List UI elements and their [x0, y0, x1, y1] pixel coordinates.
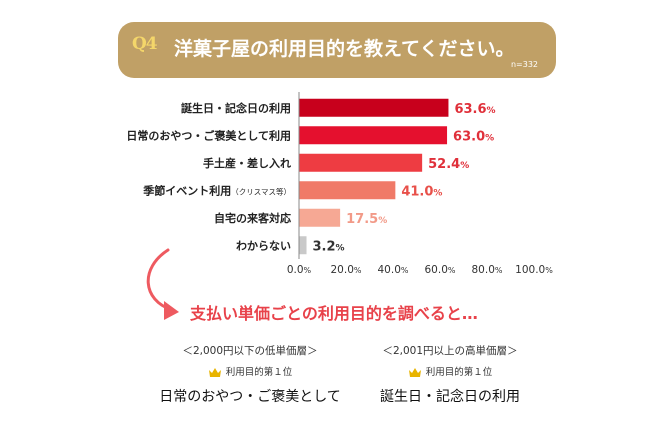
value-label: 17.5% — [346, 212, 387, 227]
segment-label: ＜2,000円以下の低単価層＞ — [182, 345, 318, 357]
category-note: （クリスマス等） — [231, 186, 291, 196]
rank-text: 利用目的第１位 — [225, 367, 293, 378]
bar — [299, 126, 448, 145]
crown-icon — [208, 368, 221, 377]
value-label: 63.0% — [453, 129, 494, 144]
question-banner: Q4 洋菓子屋の利用目的を教えてください。 n=332 — [118, 22, 556, 78]
segment-high-price: ＜2,001円以上の高単価層＞ 利用目的第１位 誕生日・記念日の利用 — [340, 343, 560, 406]
value-label: 52.4% — [428, 157, 469, 172]
bar — [299, 153, 423, 172]
question-number: Q4 — [132, 34, 158, 54]
bar — [299, 98, 449, 117]
segment-answer: 日常のおやつ・ご褒美として — [159, 389, 341, 405]
curved-arrow — [146, 248, 174, 312]
rank-label: 利用目的第１位 — [340, 364, 560, 378]
x-tick-unit: % — [448, 266, 456, 275]
value-label: 63.6% — [454, 102, 495, 117]
category-label: 手土産・差し入れ — [203, 156, 291, 170]
bar — [299, 208, 341, 227]
value-label: 41.0% — [401, 184, 442, 199]
x-tick-label: 40.0% — [378, 264, 409, 276]
value-unit: % — [485, 133, 494, 143]
x-tick-unit: % — [304, 266, 312, 275]
segment-low-price: ＜2,000円以下の低単価層＞ 利用目的第１位 日常のおやつ・ご褒美として — [140, 343, 360, 406]
segment-label: ＜2,001円以上の高単価層＞ — [382, 345, 518, 357]
value-unit: % — [433, 188, 442, 198]
x-tick-label: 80.0% — [472, 264, 503, 276]
x-tick-unit: % — [401, 266, 409, 275]
x-tick-label: 20.0% — [331, 264, 362, 276]
bar — [299, 181, 396, 200]
x-tick-unit: % — [545, 266, 553, 275]
category-label: 日常のおやつ・ご褒美として利用 — [126, 128, 291, 142]
x-tick-label: 100.0% — [515, 264, 553, 276]
x-tick-label: 0.0% — [287, 264, 312, 276]
rank-label: 利用目的第１位 — [140, 364, 360, 378]
crown-icon — [408, 368, 421, 377]
category-label: わからない — [236, 239, 291, 252]
findings-headline: 支払い単価ごとの利用目的を調べると… — [190, 304, 478, 323]
sample-size: n=332 — [510, 60, 538, 69]
value-unit: % — [487, 106, 496, 116]
value-unit: % — [378, 216, 387, 226]
question-title: 洋菓子屋の利用目的を教えてください。 — [174, 38, 515, 60]
bar — [299, 236, 307, 255]
rank-text: 利用目的第１位 — [425, 367, 493, 378]
x-tick-label: 60.0% — [425, 264, 456, 276]
x-tick-unit: % — [354, 266, 362, 275]
segment-answer: 誕生日・記念日の利用 — [380, 389, 520, 405]
x-tick-unit: % — [495, 266, 503, 275]
value-unit: % — [336, 243, 345, 253]
arrow-head — [164, 301, 179, 320]
value-unit: % — [460, 161, 469, 171]
category-label: 誕生日・記念日の利用 — [181, 101, 291, 115]
value-label: 3.2% — [313, 239, 345, 254]
category-label: 季節イベント利用（クリスマス等） — [142, 183, 291, 197]
category-label: 自宅の来客対応 — [214, 211, 291, 225]
